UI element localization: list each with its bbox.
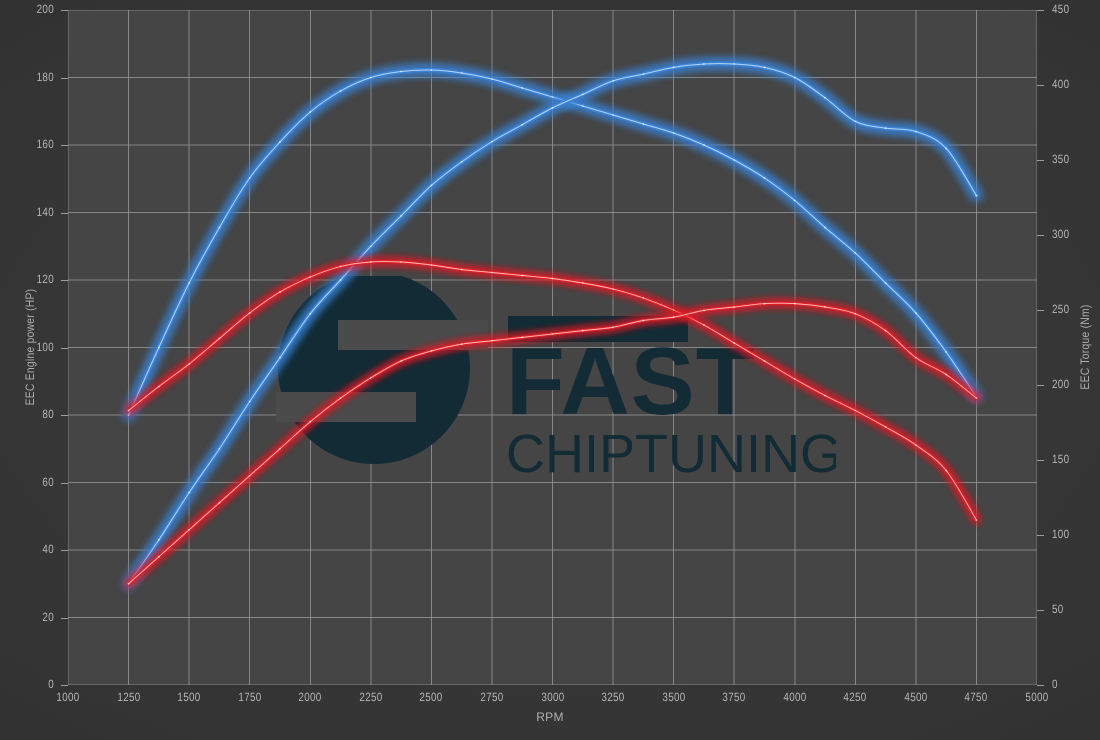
ytick-mark-right-100 <box>1037 535 1044 536</box>
ytick-left-20: 20 <box>42 609 54 624</box>
ytick-mark-right-0 <box>1037 685 1044 686</box>
ytick-mark-left-20 <box>61 617 68 619</box>
ytick-left-120: 120 <box>36 272 54 286</box>
series-3 <box>125 299 980 588</box>
ytick-mark-right-400 <box>1037 85 1044 86</box>
ytick-right-0: 0 <box>1052 677 1058 691</box>
ytick-left-200: 200 <box>36 2 54 16</box>
ytick-left-60: 60 <box>42 474 54 489</box>
ytick-mark-left-80 <box>61 415 68 416</box>
xtick-4250: 4250 <box>843 690 867 704</box>
xtick-4750: 4750 <box>964 690 989 704</box>
ytick-mark-left-200 <box>61 10 68 11</box>
ytick-mark-right-300 <box>1037 235 1044 236</box>
ytick-mark-left-0 <box>61 685 68 686</box>
axis-title-left: EEC Engine power (HP) <box>23 288 37 406</box>
ytick-mark-right-350 <box>1037 160 1044 161</box>
ytick-right-450: 450 <box>1052 2 1070 16</box>
plot-area: FAST CHIPTUNINGFILES <box>68 10 1037 685</box>
ytick-mark-right-250 <box>1037 310 1044 311</box>
ytick-mark-left-140 <box>61 212 68 214</box>
ytick-mark-right-150 <box>1037 460 1044 461</box>
ytick-right-250: 250 <box>1052 302 1070 316</box>
ytick-left-80: 80 <box>42 407 54 421</box>
ytick-right-350: 350 <box>1052 152 1070 166</box>
axis-title-bottom: RPM <box>536 710 564 724</box>
xtick-5000: 5000 <box>1025 690 1049 704</box>
xtick-4500: 4500 <box>904 690 928 704</box>
ytick-mark-right-200 <box>1037 385 1044 386</box>
ytick-left-180: 180 <box>36 69 54 84</box>
xtick-2250: 2250 <box>359 690 383 704</box>
ytick-right-200: 200 <box>1052 377 1070 391</box>
ytick-left-100: 100 <box>36 339 54 354</box>
ytick-right-150: 150 <box>1052 452 1070 466</box>
ytick-right-300: 300 <box>1052 227 1070 241</box>
xtick-1500: 1500 <box>177 690 201 704</box>
xtick-1000: 1000 <box>56 690 80 704</box>
xtick-2750: 2750 <box>480 690 504 704</box>
xtick-3500: 3500 <box>662 690 686 704</box>
series-2 <box>125 258 980 524</box>
ytick-mark-right-450 <box>1037 10 1044 11</box>
xtick-3250: 3250 <box>601 690 625 704</box>
axis-title-right: EEC Torque (Nm) <box>1078 304 1092 390</box>
xtick-3000: 3000 <box>540 690 565 704</box>
series-curves <box>124 59 981 589</box>
ytick-left-0: 0 <box>48 677 54 691</box>
ytick-right-100: 100 <box>1052 527 1070 541</box>
ytick-mark-left-100 <box>61 347 68 349</box>
ytick-mark-left-160 <box>61 145 68 146</box>
ytick-mark-left-180 <box>61 77 68 79</box>
series-0 <box>124 65 981 420</box>
ytick-right-400: 400 <box>1052 77 1070 91</box>
ytick-right-50: 50 <box>1052 602 1064 616</box>
gridlines <box>68 10 1037 685</box>
ytick-left-160: 160 <box>36 137 54 151</box>
xtick-3750: 3750 <box>722 690 746 704</box>
ytick-mark-left-120 <box>61 280 68 281</box>
xtick-1250: 1250 <box>116 690 141 704</box>
ytick-left-40: 40 <box>42 542 54 556</box>
ytick-mark-left-60 <box>61 482 68 484</box>
xtick-1750: 1750 <box>238 690 262 704</box>
series-1 <box>124 59 981 589</box>
ytick-left-140: 140 <box>36 204 54 219</box>
ytick-mark-right-50 <box>1037 610 1044 611</box>
xtick-2500: 2500 <box>419 690 443 704</box>
xtick-4000: 4000 <box>783 690 807 704</box>
xtick-2000: 2000 <box>298 690 322 704</box>
ytick-mark-left-40 <box>61 550 68 551</box>
